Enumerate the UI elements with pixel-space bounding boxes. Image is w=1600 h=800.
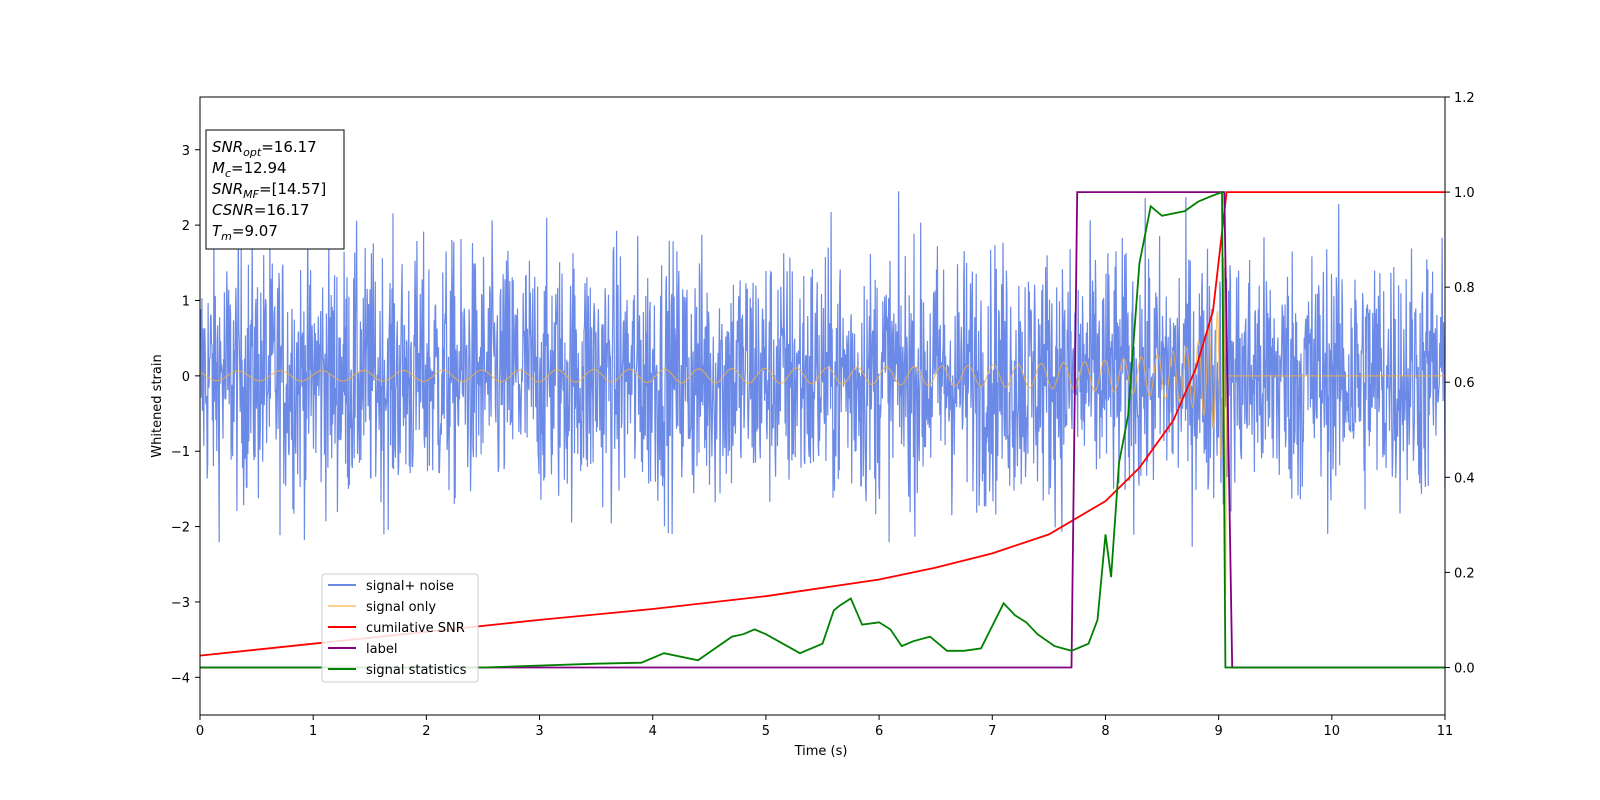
y-axis-label: Whitened strain xyxy=(150,354,165,457)
x-tick-label: 9 xyxy=(1214,724,1222,739)
annotation-line: Tm=9.07 xyxy=(212,222,278,243)
x-tick-label: 11 xyxy=(1437,724,1454,739)
legend-label: label xyxy=(366,642,397,657)
series-cumilative-snr-line xyxy=(200,191,1445,657)
annotation-line: CSNR=16.17 xyxy=(212,201,309,219)
legend-label: cumilative SNR xyxy=(366,621,465,636)
annotation-frame xyxy=(205,129,345,250)
series-signal-statistics-line xyxy=(200,190,1445,669)
y2-tick-label: 0.4 xyxy=(1454,471,1475,486)
y-tick-label: 1 xyxy=(182,294,190,309)
y2-tick-label: 0.2 xyxy=(1454,566,1475,581)
y-axis-left: −4 −3 −2 −1 0 1 2 3 xyxy=(171,144,200,686)
y-axis-right: 0.0 0.2 0.4 0.6 0.8 1.0 1.2 xyxy=(1445,91,1475,676)
y-tick-label: −3 xyxy=(171,596,190,611)
series-signal-only xyxy=(200,257,1445,595)
y-tick-label: −4 xyxy=(171,671,190,686)
y2-tick-label: 1.0 xyxy=(1454,186,1475,201)
y2-tick-label: 0.0 xyxy=(1454,661,1475,676)
annotation-line: Mc=12.94 xyxy=(212,159,287,180)
y-tick-label: 2 xyxy=(182,219,190,234)
annotation-line: SNRopt=16.17 xyxy=(212,138,317,159)
series-signal-noise xyxy=(200,191,1445,547)
signal-noise-line xyxy=(200,191,1445,547)
metrics-annotation-box: SNRopt=16.17Mc=12.94SNRMF=[14.57]CSNR=16… xyxy=(205,129,345,250)
x-tick-label: 3 xyxy=(535,724,543,739)
x-tick-label: 0 xyxy=(196,724,204,739)
y-tick-label: −2 xyxy=(171,521,190,536)
series-lines xyxy=(200,190,1445,669)
x-tick-label: 6 xyxy=(875,724,883,739)
y2-tick-label: 0.8 xyxy=(1454,281,1475,296)
x-tick-label: 7 xyxy=(988,724,996,739)
x-tick-label: 8 xyxy=(1101,724,1109,739)
x-tick-label: 10 xyxy=(1324,724,1341,739)
legend-label: signal statistics xyxy=(366,663,467,678)
legend-label: signal only xyxy=(366,600,436,615)
x-tick-label: 4 xyxy=(649,724,657,739)
y2-tick-label: 0.6 xyxy=(1454,376,1475,391)
plot-frame xyxy=(199,96,1446,716)
x-tick-label: 5 xyxy=(762,724,770,739)
x-axis-label: Time (s) xyxy=(794,744,848,759)
y-tick-label: −1 xyxy=(171,445,190,460)
legend: signal+ noise signal only cumilative SNR la… xyxy=(321,573,479,683)
annotation-line: SNRMF=[14.57] xyxy=(212,180,326,201)
x-axis: 0 1 2 3 4 5 6 7 8 9 10 11 xyxy=(196,715,1453,739)
y-tick-label: 0 xyxy=(182,370,190,385)
x-tick-label: 1 xyxy=(309,724,317,739)
legend-label: signal+ noise xyxy=(366,579,454,594)
x-tick-label: 2 xyxy=(422,724,430,739)
y-tick-label: 3 xyxy=(182,144,190,159)
signal-only-line xyxy=(200,257,1445,595)
y2-tick-label: 1.2 xyxy=(1454,91,1475,106)
legend-frame xyxy=(321,573,479,683)
